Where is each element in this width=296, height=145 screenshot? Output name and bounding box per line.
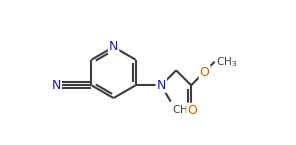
Text: N: N bbox=[157, 79, 166, 92]
Text: CH$_3$: CH$_3$ bbox=[216, 55, 237, 69]
Text: CH$_3$: CH$_3$ bbox=[172, 103, 193, 117]
Text: O: O bbox=[187, 104, 197, 117]
Text: O: O bbox=[200, 66, 210, 79]
Text: N: N bbox=[52, 79, 61, 92]
Text: N: N bbox=[109, 40, 118, 54]
